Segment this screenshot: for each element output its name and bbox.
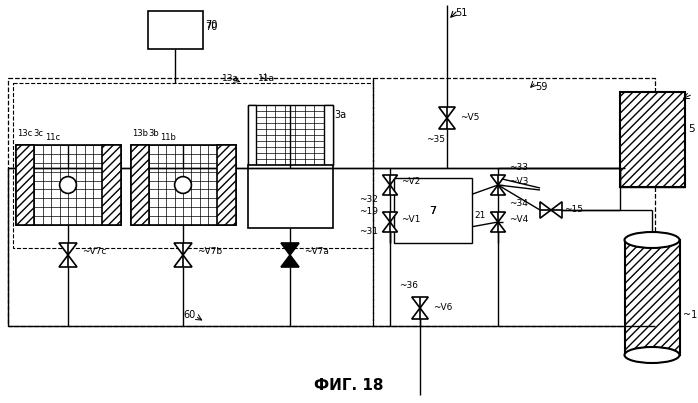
Polygon shape — [491, 175, 505, 185]
Text: 11c: 11c — [45, 133, 61, 141]
Polygon shape — [439, 107, 455, 118]
Text: ~33: ~33 — [509, 162, 528, 172]
Text: ~31: ~31 — [359, 228, 378, 237]
Text: 70: 70 — [205, 20, 218, 30]
Text: ФИГ. 18: ФИГ. 18 — [314, 378, 384, 393]
Text: 7: 7 — [429, 206, 436, 216]
Bar — [394, 178, 472, 243]
Text: ~19: ~19 — [359, 208, 378, 216]
Ellipse shape — [625, 347, 679, 363]
Bar — [15, 145, 34, 225]
Text: 5: 5 — [688, 125, 695, 135]
Polygon shape — [412, 297, 429, 308]
Text: ~V7c: ~V7c — [82, 247, 106, 256]
Bar — [324, 105, 332, 165]
Text: 59: 59 — [535, 82, 547, 92]
Text: ~17: ~17 — [683, 310, 698, 320]
Bar — [625, 240, 679, 355]
Polygon shape — [551, 202, 562, 218]
Bar — [248, 105, 332, 165]
Circle shape — [174, 177, 191, 193]
Polygon shape — [491, 185, 505, 195]
Bar — [131, 145, 149, 225]
Bar — [13, 83, 373, 248]
Text: ~15: ~15 — [564, 206, 583, 214]
Bar — [248, 165, 332, 228]
Bar — [620, 92, 685, 187]
Text: 3c: 3c — [34, 129, 43, 137]
Bar — [373, 78, 655, 326]
Text: ~V1: ~V1 — [401, 214, 420, 224]
Text: 60: 60 — [184, 310, 196, 320]
Text: ~V6: ~V6 — [433, 303, 452, 312]
Text: ~32: ~32 — [359, 195, 378, 204]
Bar — [102, 145, 121, 225]
Text: 21: 21 — [474, 211, 485, 220]
Polygon shape — [383, 212, 397, 222]
Text: ~V4: ~V4 — [509, 214, 528, 224]
Text: 13b: 13b — [133, 129, 149, 137]
Bar — [8, 78, 373, 326]
Text: ~V5: ~V5 — [460, 114, 480, 123]
Bar — [216, 145, 235, 225]
Polygon shape — [540, 202, 551, 218]
Text: ~36: ~36 — [399, 282, 418, 291]
Polygon shape — [491, 212, 505, 222]
Polygon shape — [281, 255, 299, 267]
Bar — [131, 145, 235, 225]
Polygon shape — [281, 243, 299, 255]
Text: 51: 51 — [455, 8, 468, 18]
Text: 3a: 3a — [334, 110, 347, 120]
Polygon shape — [59, 243, 77, 255]
Text: ~V7b: ~V7b — [197, 247, 222, 256]
Ellipse shape — [625, 232, 679, 248]
Polygon shape — [174, 255, 192, 267]
Text: ~V7a: ~V7a — [304, 247, 329, 256]
Polygon shape — [491, 222, 505, 232]
Polygon shape — [59, 255, 77, 267]
Text: 13a: 13a — [222, 74, 239, 83]
Text: ~V3: ~V3 — [509, 177, 528, 187]
Bar — [248, 105, 256, 165]
Bar — [147, 11, 202, 49]
Bar — [15, 145, 121, 225]
Polygon shape — [383, 222, 397, 232]
Text: 11b: 11b — [161, 133, 177, 141]
Text: 7: 7 — [429, 206, 436, 216]
Text: 70: 70 — [205, 22, 218, 32]
Polygon shape — [383, 175, 397, 185]
Text: ~V2: ~V2 — [401, 177, 420, 187]
Text: 13c: 13c — [17, 129, 33, 137]
Polygon shape — [174, 243, 192, 255]
Text: 3b: 3b — [149, 129, 159, 137]
Text: ~35: ~35 — [426, 135, 445, 145]
Text: 11a: 11a — [258, 74, 275, 83]
Polygon shape — [439, 118, 455, 129]
Polygon shape — [412, 308, 429, 319]
Polygon shape — [383, 185, 397, 195]
Text: ~34: ~34 — [509, 199, 528, 208]
Circle shape — [59, 177, 76, 193]
